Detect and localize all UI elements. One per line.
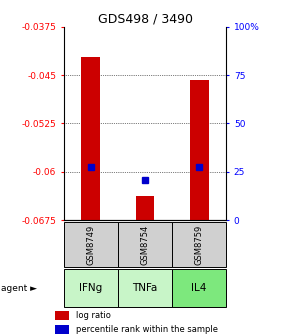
- Text: log ratio: log ratio: [76, 311, 111, 320]
- Bar: [190, 80, 209, 220]
- Text: GSM8749: GSM8749: [86, 224, 95, 264]
- Bar: [55, 311, 69, 320]
- Bar: [64, 222, 118, 267]
- Text: agent ►: agent ►: [1, 284, 37, 293]
- Text: IL4: IL4: [191, 283, 207, 293]
- Text: IFNg: IFNg: [79, 283, 102, 293]
- Bar: [135, 196, 155, 220]
- Bar: [64, 269, 118, 307]
- Bar: [118, 222, 172, 267]
- Text: percentile rank within the sample: percentile rank within the sample: [76, 325, 218, 334]
- Bar: [81, 57, 100, 220]
- Bar: [55, 325, 69, 334]
- Text: TNFa: TNFa: [132, 283, 158, 293]
- Bar: [118, 269, 172, 307]
- Bar: [172, 222, 226, 267]
- Text: GSM8754: GSM8754: [140, 224, 150, 264]
- Title: GDS498 / 3490: GDS498 / 3490: [97, 13, 193, 26]
- Text: GSM8759: GSM8759: [195, 224, 204, 264]
- Bar: [172, 269, 226, 307]
